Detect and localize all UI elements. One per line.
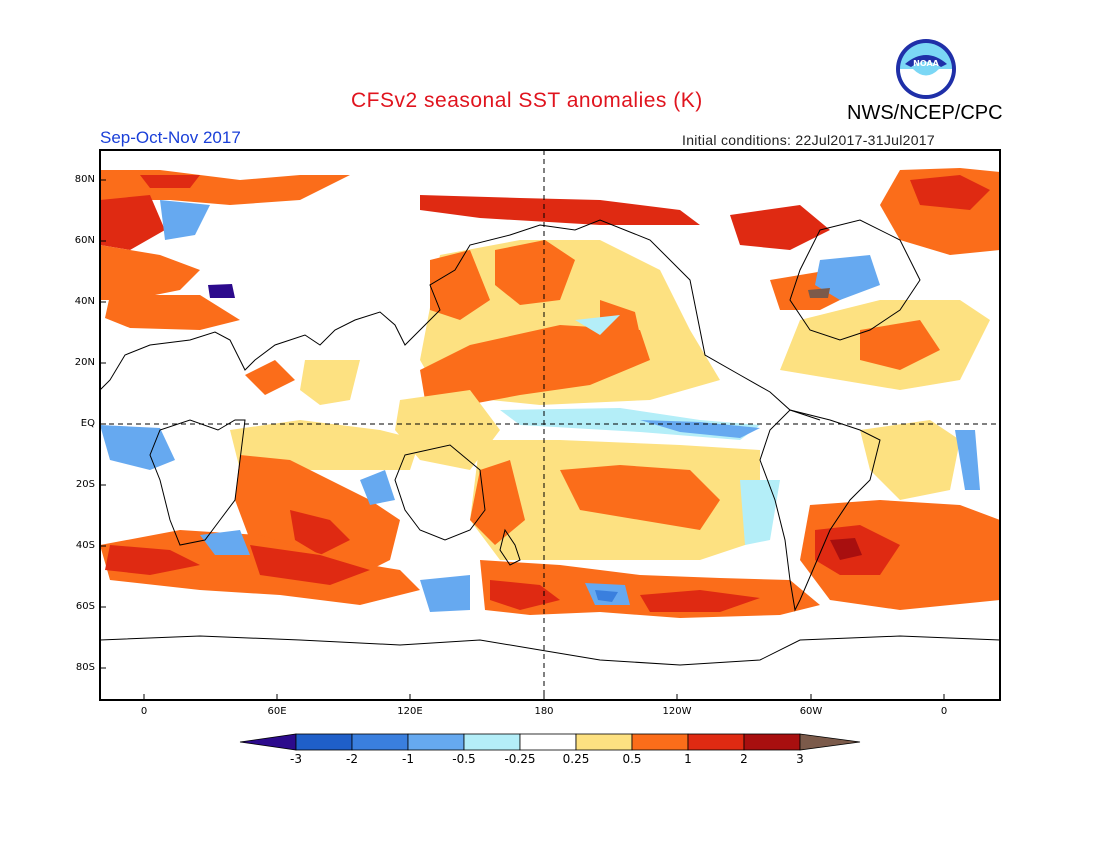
lat-label: 80S [75, 662, 95, 673]
colorbar-bin [687, 733, 745, 751]
colorbar-tick-label: -3 [290, 752, 302, 766]
logo-band [905, 55, 947, 67]
anomaly-region [105, 295, 240, 330]
lon-label: 60W [799, 706, 823, 717]
coastline [100, 219, 821, 421]
colorbar-tick-label: 1 [684, 752, 692, 766]
anomaly-region [860, 320, 940, 370]
anomaly-region [860, 420, 960, 500]
anomaly-region [100, 425, 175, 470]
anomaly-region [230, 420, 420, 470]
colorbar-bin [575, 733, 633, 751]
anomaly-region [360, 470, 395, 505]
logo-gull-shape [900, 69, 952, 95]
anomaly-region [470, 460, 525, 545]
anomaly-region [560, 465, 720, 530]
colorbar-tick-label: -1 [402, 752, 414, 766]
lon-label: 180 [534, 706, 554, 717]
lat-label: 20N [74, 357, 95, 368]
colorbar-bin [463, 733, 521, 751]
lat-label: 60N [74, 235, 95, 246]
anomaly-region [105, 545, 200, 575]
anomaly-region [595, 590, 618, 602]
anomaly-region [575, 315, 620, 335]
lat-label: 80N [74, 174, 95, 185]
anomaly-region [808, 288, 830, 298]
lat-label: EQ [80, 418, 95, 429]
lon-label: 60E [267, 706, 287, 717]
colorbar-bin [631, 733, 689, 751]
colorbar-bin [351, 733, 409, 751]
coastline [789, 219, 921, 341]
coastline [149, 419, 246, 546]
anomaly-region [160, 200, 210, 240]
anomaly-region [600, 300, 640, 335]
anomaly-region [910, 175, 990, 210]
colorbar-bin [407, 733, 465, 751]
colorbar-tick-label: 0.5 [622, 752, 642, 766]
anomaly-region [955, 430, 980, 490]
lat-label: 40S [75, 540, 95, 551]
anomaly-region [730, 205, 830, 250]
colorbar-tick-label: 3 [796, 752, 804, 766]
lon-label: 0 [940, 706, 948, 717]
anomaly-region [420, 325, 650, 410]
noaa-logo: NOAA [896, 39, 956, 99]
logo-text: NOAA [913, 59, 939, 68]
colorbar-bin [519, 733, 577, 751]
anomaly-field [100, 168, 1000, 618]
colorbar-tick-label: -0.5 [452, 752, 476, 766]
coastline [394, 444, 486, 541]
coastlines [100, 219, 1000, 666]
anomaly-region [250, 545, 370, 585]
colorbar-tick-label: -2 [346, 752, 358, 766]
anomaly-region [100, 245, 200, 300]
colorbar-tick-label: 0.25 [562, 752, 590, 766]
colorbar-bin [295, 733, 353, 751]
anomaly-region [100, 195, 165, 250]
colorbar-tick-label: 2 [740, 752, 748, 766]
anomaly-region [245, 360, 295, 395]
lat-label: 20S [75, 479, 95, 490]
anomaly-region [200, 530, 250, 555]
anomaly-region [495, 240, 575, 305]
coastline [499, 528, 521, 566]
colorbar-low-arrow [239, 733, 297, 751]
lon-label: 120W [662, 706, 692, 717]
anomaly-region [208, 284, 235, 298]
anomaly-region [420, 195, 700, 225]
anomaly-region [140, 175, 200, 188]
anomaly-region [490, 580, 560, 610]
lon-label: 120E [397, 706, 423, 717]
anomaly-region [430, 250, 490, 320]
lat-label: 40N [74, 296, 95, 307]
anomaly-region [815, 255, 880, 300]
colorbar-high-arrow [799, 733, 861, 751]
colorbar-tick-label: -0.25 [504, 752, 536, 766]
coastline [759, 409, 881, 612]
anomaly-region [640, 590, 760, 612]
anomaly-region [300, 360, 360, 405]
anomaly-region [290, 510, 350, 555]
initial-conditions-label: Initial conditions: 22Jul2017-31Jul2017 [682, 132, 935, 148]
map-frame [99, 149, 1001, 701]
season-label: Sep-Oct-Nov 2017 [100, 128, 241, 147]
map-title: CFSv2 seasonal SST anomalies (K) [351, 89, 703, 112]
anomaly-region [740, 480, 780, 545]
anomaly-region [420, 575, 470, 612]
axis-ticks [100, 179, 945, 700]
lat-label: 60S [75, 601, 95, 612]
lon-label: 0 [140, 706, 148, 717]
anomaly-region [395, 390, 500, 470]
colorbar-bin [743, 733, 801, 751]
anomaly-region [830, 538, 862, 560]
coastline [100, 635, 1000, 666]
agency-label: NWS/NCEP/CPC [847, 102, 1003, 124]
